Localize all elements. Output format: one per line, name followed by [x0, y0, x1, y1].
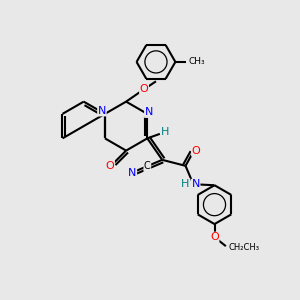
- Text: C: C: [144, 161, 151, 171]
- Text: N: N: [128, 168, 136, 178]
- Text: H: H: [161, 128, 169, 137]
- Text: CH₃: CH₃: [188, 57, 205, 66]
- Text: H: H: [182, 179, 190, 189]
- Text: O: O: [140, 84, 148, 94]
- Text: N: N: [98, 106, 106, 116]
- Text: O: O: [106, 160, 114, 170]
- Text: CH₂CH₃: CH₂CH₃: [228, 243, 259, 252]
- Text: N: N: [145, 107, 153, 117]
- Text: O: O: [210, 232, 219, 242]
- Text: N: N: [191, 179, 200, 189]
- Text: O: O: [192, 146, 200, 156]
